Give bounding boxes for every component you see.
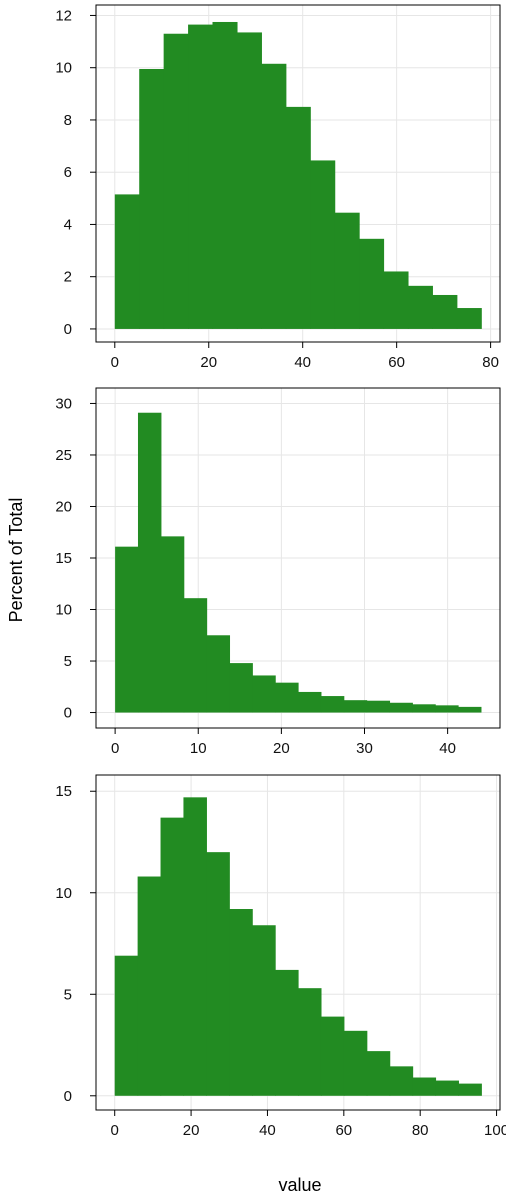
histogram-bar (383, 271, 409, 329)
histogram-bar (183, 797, 207, 1096)
x-tick-label: 40 (259, 1122, 276, 1139)
histogram-bar (236, 32, 262, 329)
y-tick-label: 12 (55, 7, 72, 24)
y-tick-label: 0 (64, 1088, 72, 1105)
histogram-bar (114, 955, 139, 1096)
histogram-panel-2: 0 10 20 30 40 0 5 10 15 20 25 30 (55, 387, 501, 757)
x-tick-label: 20 (183, 1122, 200, 1139)
histogram-bar (310, 160, 336, 329)
histogram-bar (389, 702, 413, 713)
histogram-bar (343, 700, 368, 713)
histogram-bar (252, 925, 276, 1096)
x-tick-label: 100 (484, 1122, 506, 1139)
histogram-bar (252, 675, 276, 713)
histogram-bar (212, 21, 238, 329)
histogram-bar (285, 106, 311, 329)
histogram-bar (206, 852, 230, 1096)
y-tick-label: 0 (64, 321, 72, 338)
histogram-bar (137, 876, 162, 1096)
histogram-bar (114, 194, 140, 329)
histogram-bar (320, 1016, 345, 1096)
y-tick-label: 0 (64, 705, 72, 722)
histogram-bar (229, 663, 253, 713)
y-tick-label: 20 (55, 498, 72, 515)
x-tick-label: 80 (482, 354, 499, 371)
histogram-bar (163, 33, 189, 329)
x-tick-label: 10 (190, 740, 207, 757)
x-tick-label: 60 (388, 354, 405, 371)
y-tick-label: 4 (64, 216, 72, 233)
histogram-bar (412, 1077, 437, 1096)
histogram-bar (432, 294, 458, 329)
x-tick-label: 40 (439, 740, 456, 757)
histogram-bar (435, 1080, 459, 1096)
panel-frame (95, 4, 501, 343)
x-tick-label: 0 (111, 1122, 119, 1139)
y-tick-label: 5 (64, 653, 72, 670)
x-tick-label: 0 (111, 740, 119, 757)
y-tick-label: 15 (55, 783, 72, 800)
histogram-bar (137, 412, 162, 713)
histogram-bar (206, 635, 231, 713)
histogram-bar (359, 238, 385, 329)
histogram-bar (366, 700, 391, 713)
y-tick-label: 25 (55, 447, 72, 464)
histogram-panel-3: 0 20 40 60 80 100 0 5 10 15 (55, 774, 506, 1139)
y-tick-label: 10 (55, 885, 72, 902)
y-tick-label: 2 (64, 269, 72, 286)
histogram-bar (334, 212, 360, 329)
x-tick-label: 40 (294, 354, 311, 371)
histogram-bar (412, 704, 436, 713)
histogram-bar (458, 1083, 482, 1096)
histogram-bar (320, 696, 345, 713)
histogram-bar (389, 1066, 414, 1096)
y-axis-title: Percent of Total (6, 498, 26, 623)
histogram-bar (343, 1030, 368, 1096)
histogram-panel-1: 0 20 40 60 80 0 2 4 6 8 10 12 (55, 4, 501, 371)
x-tick-label: 20 (200, 354, 217, 371)
y-tick-label: 8 (64, 112, 72, 129)
histogram-bar (261, 63, 287, 329)
y-tick-label: 6 (64, 164, 72, 181)
histogram-bar (456, 308, 482, 329)
histogram-bar (183, 598, 208, 713)
histogram-bar (298, 691, 322, 713)
histogram-bar (407, 285, 433, 329)
x-axis-title: value (278, 1175, 321, 1195)
histogram-bar (188, 24, 214, 329)
x-tick-label: 20 (273, 740, 290, 757)
histogram-bar (115, 546, 139, 713)
y-tick-label: 10 (55, 602, 72, 619)
x-tick-label: 80 (412, 1122, 429, 1139)
histogram-bar (366, 1051, 391, 1096)
panel-frame (95, 774, 501, 1111)
histogram-bar (275, 682, 299, 713)
histogram-bar (435, 705, 459, 713)
histogram-bar (229, 909, 253, 1096)
y-tick-label: 30 (55, 395, 72, 412)
y-tick-label: 5 (64, 986, 72, 1003)
histogram-bar (160, 536, 185, 713)
y-tick-label: 15 (55, 550, 72, 567)
x-tick-label: 0 (111, 354, 119, 371)
histogram-bar (275, 969, 299, 1096)
histogram-bar (160, 817, 185, 1096)
x-tick-label: 30 (356, 740, 373, 757)
y-tick-label: 10 (55, 60, 72, 77)
histogram-bar (139, 69, 165, 329)
x-tick-label: 60 (335, 1122, 352, 1139)
histogram-bar (298, 988, 322, 1096)
histogram-bar (458, 706, 482, 713)
